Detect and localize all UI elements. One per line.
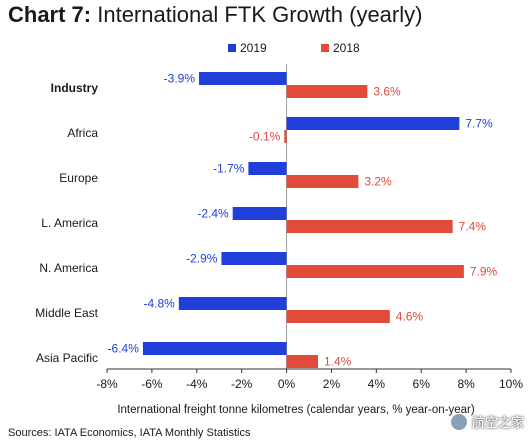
chart-title: Chart 7: International FTK Growth (yearl… <box>8 2 422 28</box>
bar-2019 <box>199 72 287 85</box>
x-axis-title: International freight tonne kilometres (… <box>117 404 474 416</box>
bar-2018 <box>286 175 359 188</box>
data-label-2018: 7.4% <box>459 220 487 234</box>
x-tick-label: 8% <box>457 377 475 391</box>
bar-2019 <box>286 117 460 130</box>
bar-2018 <box>286 310 390 323</box>
data-label-2019: -1.7% <box>213 162 245 176</box>
category-label: N. America <box>39 261 98 275</box>
x-tick-label: -6% <box>141 377 163 391</box>
x-tick-label: 10% <box>499 377 523 391</box>
data-label-2019: -3.9% <box>164 72 196 86</box>
bar-2019 <box>178 297 287 310</box>
source-note: Sources: IATA Economics, IATA Monthly St… <box>8 427 251 439</box>
category-label: L. America <box>41 216 98 230</box>
chart-title-text: International FTK Growth (yearly) <box>91 2 423 27</box>
bar-2019 <box>221 252 287 265</box>
data-label-2019: -2.9% <box>186 252 218 266</box>
chart-title-lead: Chart 7: <box>8 2 92 27</box>
data-label-2019: 7.7% <box>465 117 493 131</box>
bar-2019 <box>142 342 287 355</box>
category-label: Africa <box>67 126 98 140</box>
data-label-2018: 3.6% <box>373 85 401 99</box>
bar-2018 <box>286 265 464 278</box>
category-label: Asia Pacific <box>36 351 98 365</box>
bar-2018 <box>286 220 453 233</box>
x-tick-label: 0% <box>278 377 296 391</box>
legend-swatch-2018 <box>321 44 329 52</box>
legend-label-2019: 2019 <box>240 41 267 55</box>
category-label: Europe <box>59 171 98 185</box>
x-tick-label: -2% <box>231 377 253 391</box>
data-label-2019: -6.4% <box>108 342 140 356</box>
x-tick-label: 6% <box>413 377 431 391</box>
legend-swatch-2019 <box>228 44 236 52</box>
data-label-2018: 7.9% <box>470 265 498 279</box>
data-label-2019: -2.4% <box>197 207 229 221</box>
category-label: Middle East <box>35 306 98 320</box>
bar-2019 <box>232 207 287 220</box>
x-tick-label: 4% <box>368 377 386 391</box>
data-label-2018: 1.4% <box>324 355 352 369</box>
data-label-2018: -0.1% <box>249 130 281 144</box>
bar-2018 <box>284 130 287 143</box>
bar-2018 <box>286 355 318 368</box>
legend-label-2018: 2018 <box>333 41 360 55</box>
watermark-text: 航空之家 <box>471 415 524 430</box>
watermark: 航空之家 <box>449 412 524 431</box>
bar-2019 <box>248 162 287 175</box>
x-tick-label: 2% <box>323 377 341 391</box>
data-label-2018: 3.2% <box>364 175 392 189</box>
x-tick-label: -4% <box>186 377 208 391</box>
x-tick-label: -8% <box>96 377 118 391</box>
chat-bubble-icon <box>449 412 468 431</box>
data-label-2018: 4.6% <box>396 310 424 324</box>
category-label: Industry <box>51 81 99 95</box>
bar-2018 <box>286 85 368 98</box>
data-label-2019: -4.8% <box>143 297 175 311</box>
